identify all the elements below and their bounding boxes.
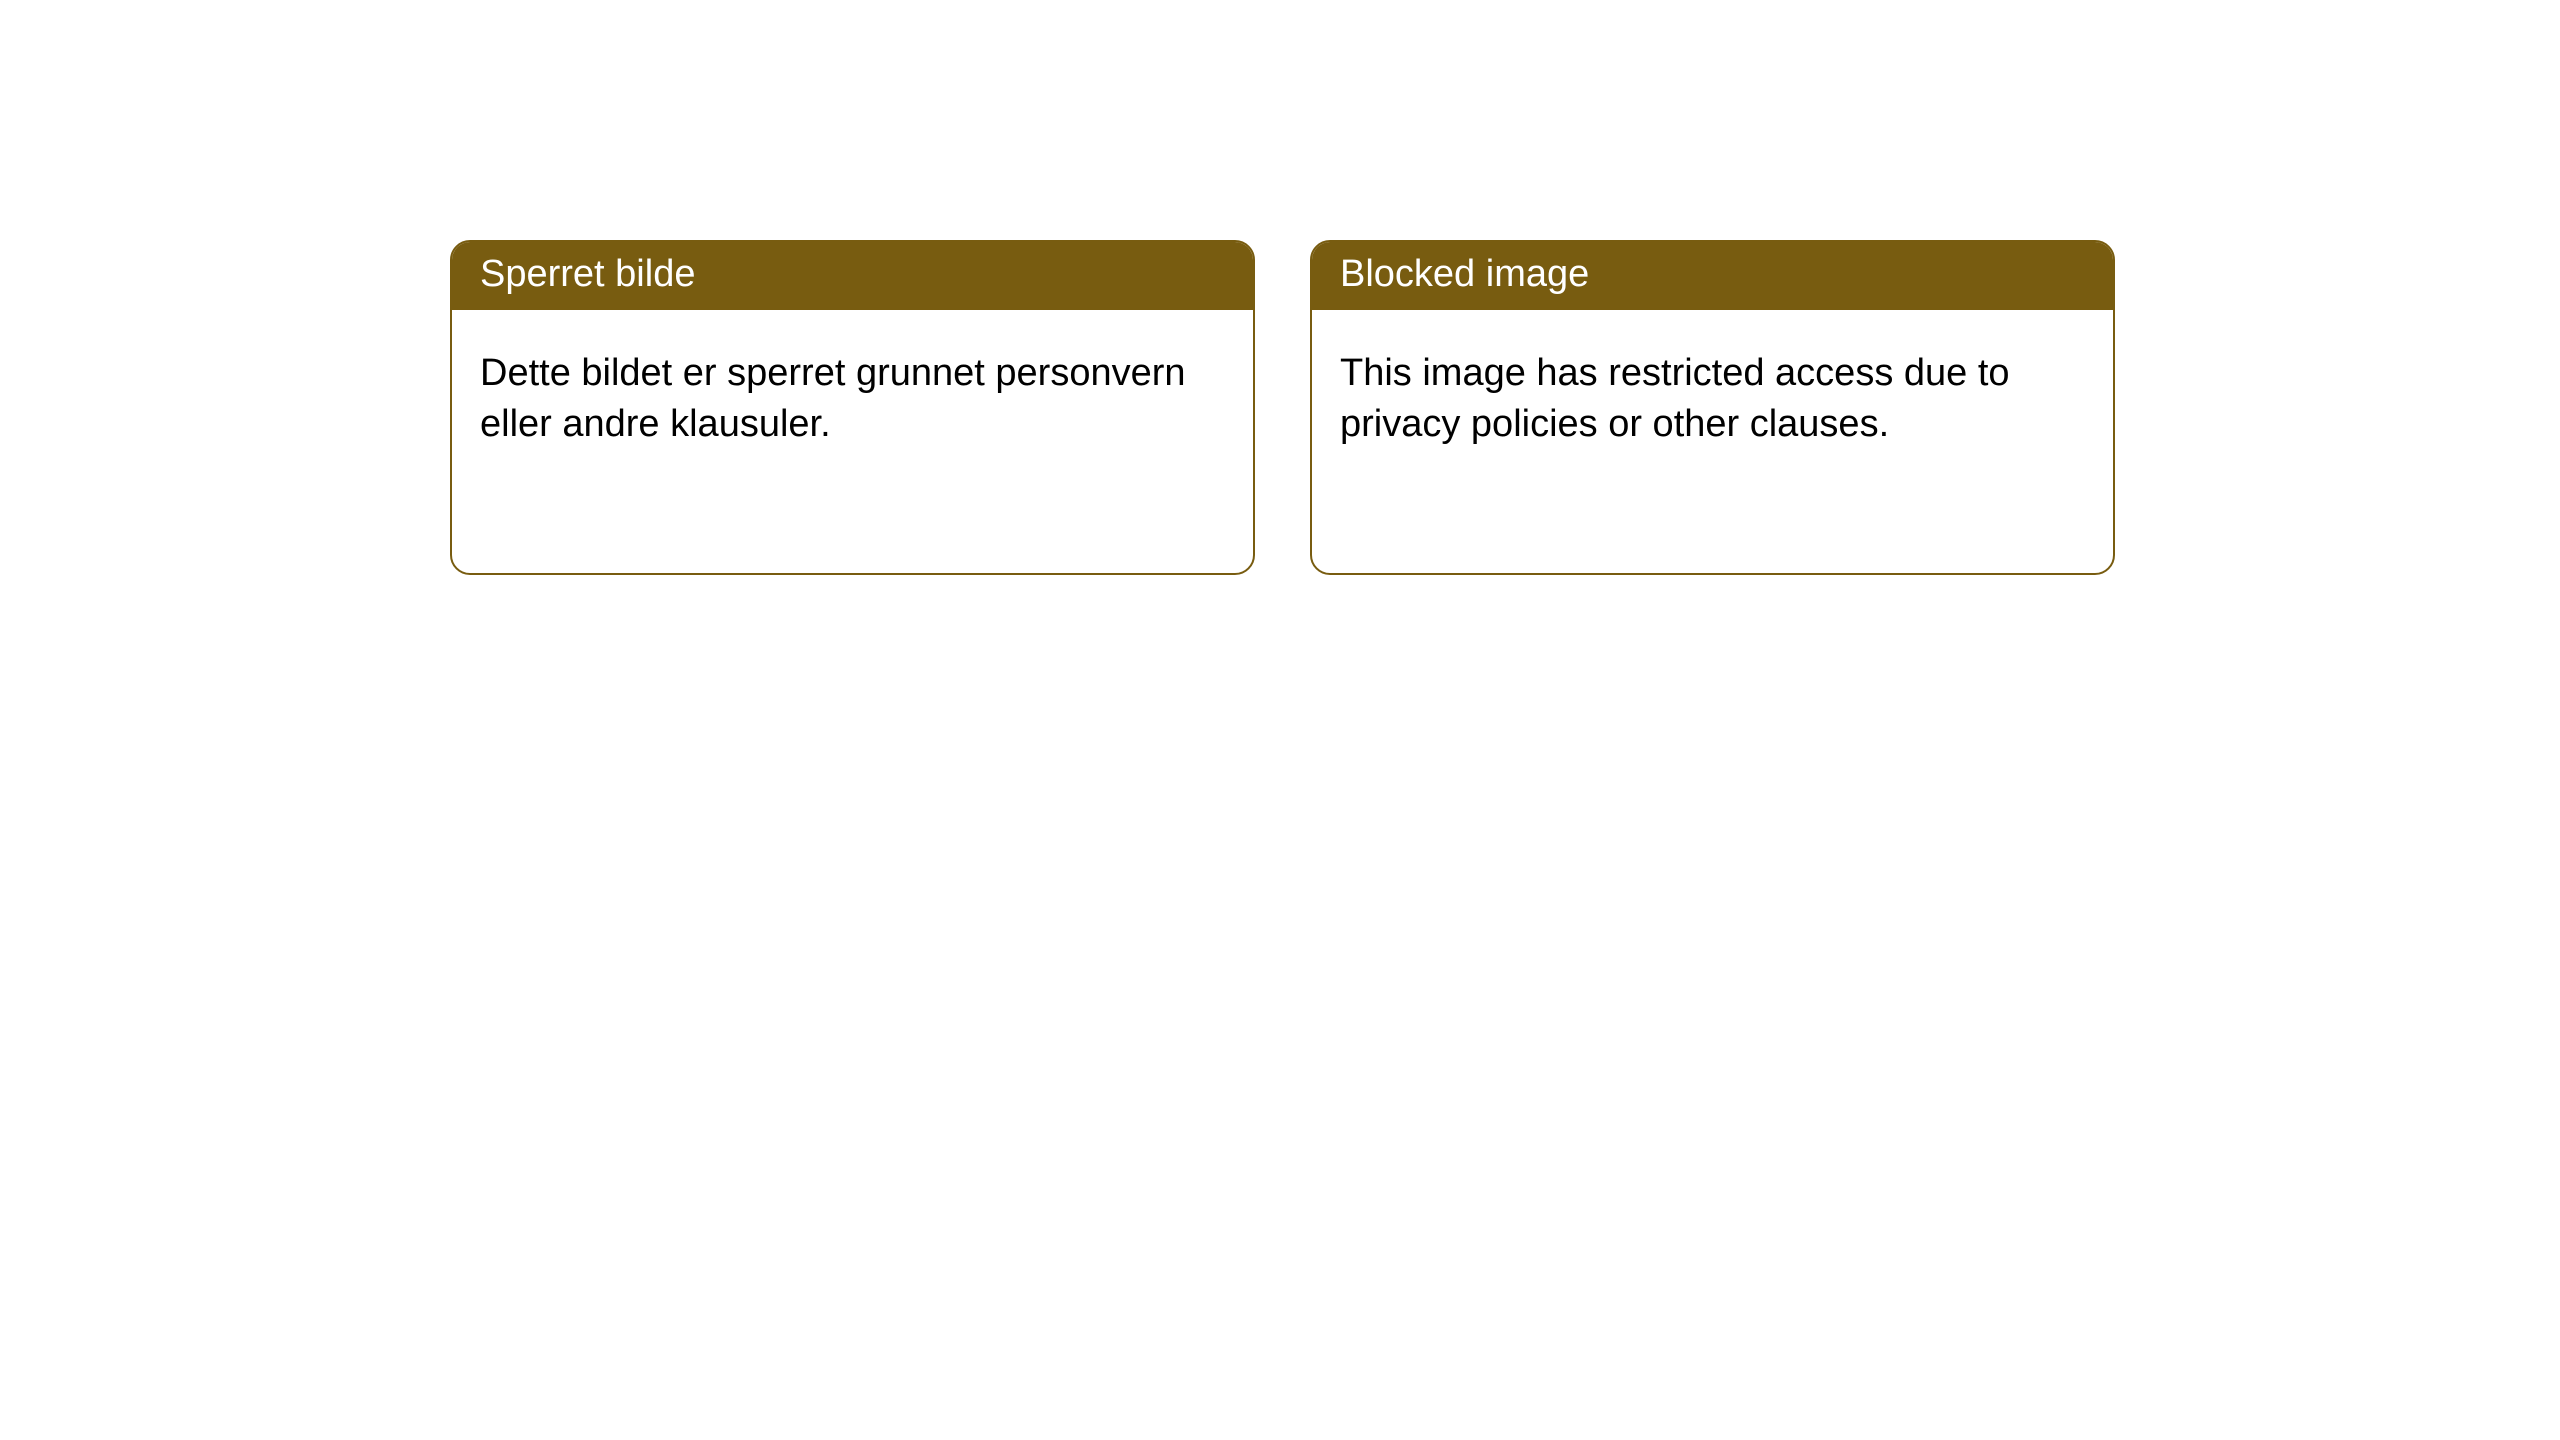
notice-card-container: Sperret bilde Dette bildet er sperret gr… [0, 0, 2560, 575]
notice-card-english: Blocked image This image has restricted … [1310, 240, 2115, 575]
notice-card-title: Blocked image [1312, 242, 2113, 310]
notice-card-title: Sperret bilde [452, 242, 1253, 310]
notice-card-body: Dette bildet er sperret grunnet personve… [452, 310, 1253, 479]
notice-card-norwegian: Sperret bilde Dette bildet er sperret gr… [450, 240, 1255, 575]
notice-card-body: This image has restricted access due to … [1312, 310, 2113, 479]
